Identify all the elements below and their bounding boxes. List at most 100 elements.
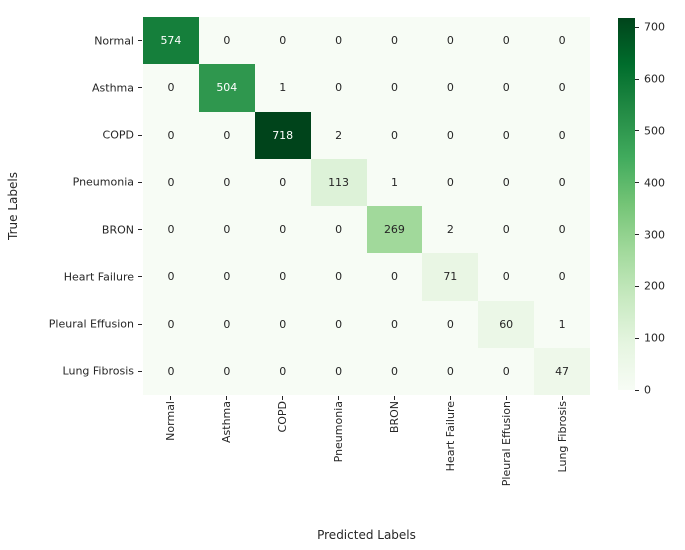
heatmap-cell: 0 xyxy=(534,158,590,206)
x-tick-label: Normal xyxy=(164,401,178,441)
x-tick-label-wrap: Lung Fibrosis xyxy=(534,401,590,519)
tick-mark xyxy=(449,396,451,400)
x-tick-label-wrap: Normal xyxy=(143,401,199,519)
heatmap-cell: 0 xyxy=(478,206,535,254)
tick-mark xyxy=(138,181,142,183)
heatmap-cell: 0 xyxy=(143,253,199,301)
heatmap-cell: 0 xyxy=(143,300,199,348)
y-tick-label: Lung Fibrosis xyxy=(62,364,134,378)
x-tick-label: Pleural Effusion xyxy=(499,401,513,487)
heatmap-cell: 0 xyxy=(143,206,199,254)
heatmap-cell: 0 xyxy=(366,111,423,159)
heatmap-cell: 0 xyxy=(534,111,590,159)
heatmap-cell: 0 xyxy=(310,347,367,395)
heatmap-cell: 0 xyxy=(478,347,535,395)
heatmap-cell: 0 xyxy=(254,158,311,206)
heatmap-cell: 0 xyxy=(478,158,535,206)
tick-mark xyxy=(226,396,228,400)
x-tick-label: Asthma xyxy=(220,401,234,443)
tick-mark xyxy=(138,323,142,325)
heatmap-cell: 0 xyxy=(422,17,479,65)
tick-mark xyxy=(393,396,395,400)
tick-mark xyxy=(138,87,142,89)
heatmap-cell: 0 xyxy=(534,17,590,65)
heatmap-cell: 0 xyxy=(310,17,367,65)
heatmap-cell: 0 xyxy=(143,111,199,159)
heatmap-cell: 0 xyxy=(366,64,423,112)
y-tick-label: Heart Failure xyxy=(63,270,134,284)
heatmap-cell: 1 xyxy=(534,300,590,348)
heatmap-cell: 0 xyxy=(422,347,479,395)
heatmap-cell: 2 xyxy=(310,111,367,159)
heatmap-cell: 0 xyxy=(310,253,367,301)
heatmap-cell: 0 xyxy=(478,111,535,159)
heatmap-cell: 71 xyxy=(422,253,479,301)
heatmap-cell: 0 xyxy=(478,17,535,65)
y-tick-label: Asthma xyxy=(92,81,134,95)
tick-mark xyxy=(561,396,563,400)
tick-mark xyxy=(138,276,142,278)
heatmap-cell: 718 xyxy=(254,111,311,159)
tick-mark xyxy=(170,396,172,400)
tick-mark xyxy=(282,396,284,400)
heatmap-cell: 0 xyxy=(366,17,423,65)
tick-mark xyxy=(138,229,142,231)
heatmap-cell: 0 xyxy=(143,64,199,112)
heatmap-cell: 0 xyxy=(198,347,255,395)
heatmap-grid: 574 0 0 0 0 0 0 0 0 504 1 0 0 0 0 0 0 0 718 2 0 0 0 0 0 0 0 113 1 0 0 0… xyxy=(143,17,590,395)
heatmap-cell: 1 xyxy=(254,64,311,112)
colorbar-tick-label: 0 xyxy=(644,383,651,397)
colorbar-tick-label: 400 xyxy=(644,176,665,190)
heatmap-cell: 0 xyxy=(534,206,590,254)
colorbar-tick-label: 300 xyxy=(644,228,665,242)
x-tick-label-wrap: Heart Failure xyxy=(422,401,478,519)
tick-mark xyxy=(635,234,639,236)
tick-mark xyxy=(138,40,142,42)
heatmap-cell: 0 xyxy=(143,347,199,395)
heatmap-cell: 1 xyxy=(366,158,423,206)
heatmap-cell: 504 xyxy=(198,64,255,112)
x-axis-tick-labels: Normal Asthma COPD Pneumonia BRON Heart Failu… xyxy=(143,401,590,519)
heatmap-cell: 0 xyxy=(198,300,255,348)
heatmap-cell: 0 xyxy=(422,158,479,206)
x-axis-title: Predicted Labels xyxy=(317,528,416,542)
heatmap-cell: 60 xyxy=(478,300,535,348)
tick-mark xyxy=(338,396,340,400)
x-tick-label: Lung Fibrosis xyxy=(555,401,569,473)
heatmap-cell: 574 xyxy=(143,17,199,65)
x-tick-label: Heart Failure xyxy=(443,401,457,472)
colorbar-tick-label: 500 xyxy=(644,124,665,138)
heatmap-cell: 0 xyxy=(310,206,367,254)
tick-mark xyxy=(138,370,142,372)
heatmap-cell: 0 xyxy=(198,17,255,65)
heatmap-cell: 0 xyxy=(254,17,311,65)
x-tick-label-wrap: BRON xyxy=(367,401,423,519)
tick-mark xyxy=(635,78,639,80)
heatmap-cell: 0 xyxy=(254,253,311,301)
heatmap-cell: 269 xyxy=(366,206,423,254)
tick-mark xyxy=(505,396,507,400)
y-tick-label: Normal xyxy=(94,34,134,48)
heatmap-cell: 0 xyxy=(254,347,311,395)
x-tick-label: Pneumonia xyxy=(332,401,346,463)
x-tick-label-wrap: Pleural Effusion xyxy=(478,401,534,519)
heatmap-cell: 0 xyxy=(422,300,479,348)
heatmap-cell: 2 xyxy=(422,206,479,254)
tick-mark xyxy=(635,26,639,28)
y-tick-label: BRON xyxy=(101,223,134,237)
y-axis-tick-labels: Normal Asthma COPD Pneumonia BRON Heart Failu… xyxy=(0,17,134,395)
colorbar-tick-label: 200 xyxy=(644,279,665,293)
heatmap-cell: 0 xyxy=(198,158,255,206)
tick-mark xyxy=(635,182,639,184)
colorbar-tick-label: 600 xyxy=(644,72,665,86)
x-tick-label-wrap: Pneumonia xyxy=(311,401,367,519)
heatmap-cell: 0 xyxy=(478,253,535,301)
y-tick-label: Pleural Effusion xyxy=(48,317,134,331)
x-tick-label: COPD xyxy=(276,401,290,433)
heatmap-cell: 0 xyxy=(310,64,367,112)
x-tick-label: BRON xyxy=(387,401,401,434)
colorbar-tick-label: 100 xyxy=(644,331,665,345)
tick-mark xyxy=(138,134,142,136)
x-tick-label-wrap: Asthma xyxy=(199,401,255,519)
